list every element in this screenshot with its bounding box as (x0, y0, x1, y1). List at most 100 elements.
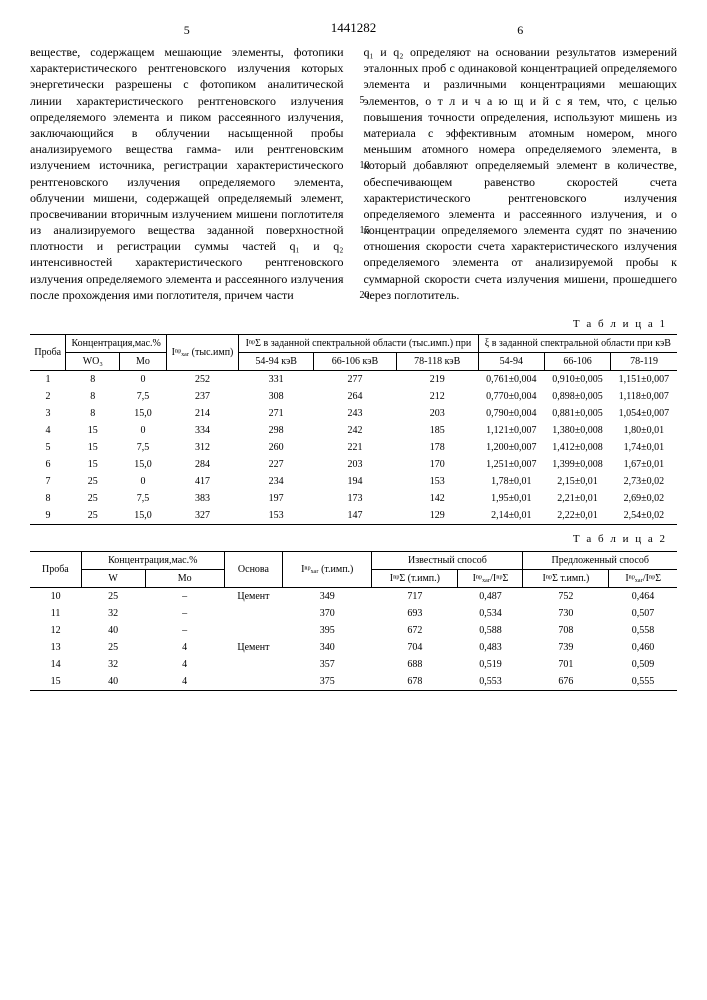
table-cell: 312 (166, 439, 238, 456)
table-cell: 0,534 (458, 605, 523, 622)
table-cell: 15,0 (120, 405, 167, 422)
table-cell: 7,5 (120, 439, 167, 456)
table-cell: 0,898±0,005 (544, 388, 610, 405)
table-cell: 730 (523, 605, 609, 622)
t1-h-isum: IⁿᵖΣ в заданной спектральной области (ты… (239, 335, 479, 353)
table-1: Проба Концентрация,мас.% Iⁿᵖₓₐᵣ (тыс.имп… (30, 334, 677, 525)
table-cell: 357 (283, 656, 372, 673)
table-cell: 688 (372, 656, 458, 673)
table-cell: 0,507 (609, 605, 677, 622)
t2-h-mo: Mo (145, 570, 224, 588)
table-cell: 701 (523, 656, 609, 673)
table-cell: 234 (239, 473, 314, 490)
table-cell: 277 (314, 371, 397, 389)
table-cell: 15 (66, 439, 120, 456)
table-cell: 340 (283, 639, 372, 656)
table-cell: 2,22±0,01 (544, 507, 610, 525)
table-cell: 349 (283, 588, 372, 606)
table-cell: 203 (396, 405, 478, 422)
table-cell: 1,78±0,01 (478, 473, 544, 490)
table-cell: 1,380±0,008 (544, 422, 610, 439)
table-cell: 2,14±0,01 (478, 507, 544, 525)
table-cell: 693 (372, 605, 458, 622)
t1-h-konc: Концентрация,мас.% (66, 335, 166, 353)
table-cell: 2,15±0,01 (544, 473, 610, 490)
table-cell: 13 (30, 639, 81, 656)
table-cell: 1,151±0,007 (611, 371, 677, 389)
table-cell: – (145, 605, 224, 622)
table-cell: 4 (145, 673, 224, 691)
table-row: 5157,53122602211781,200±0,0071,412±0,008… (30, 439, 677, 456)
table-cell: 227 (239, 456, 314, 473)
table-cell: 212 (396, 388, 478, 405)
t1-h-r2: 66-106 кэВ (314, 353, 397, 371)
table-cell: 5 (30, 439, 66, 456)
table-cell: 243 (314, 405, 397, 422)
table-cell: 0,555 (609, 673, 677, 691)
table-row: 154043756780,5536760,555 (30, 673, 677, 691)
table-cell: 752 (523, 588, 609, 606)
table-cell: 40 (81, 622, 145, 639)
table-cell: 25 (81, 588, 145, 606)
table-cell: 252 (166, 371, 238, 389)
table-cell: 0,509 (609, 656, 677, 673)
table-cell: 25 (66, 490, 120, 507)
table-cell: 375 (283, 673, 372, 691)
table-cell: 4 (145, 656, 224, 673)
table-cell: 25 (66, 507, 120, 525)
t1-h-r3: 78-118 кэВ (396, 353, 478, 371)
table-cell: 0,464 (609, 588, 677, 606)
t2-h-pred: Предложенный способ (523, 552, 677, 570)
table-cell: 271 (239, 405, 314, 422)
table-cell (224, 673, 282, 691)
table-row: 92515,03271531471292,14±0,012,22±0,012,5… (30, 507, 677, 525)
t2-h-isum1: IⁿᵖΣ (т.имп.) (372, 570, 458, 588)
table-row: 3815,02142712432030,790±0,0040,881±0,005… (30, 405, 677, 422)
table-cell: 0,761±0,004 (478, 371, 544, 389)
table-cell: 0 (120, 422, 167, 439)
table-cell: 0 (120, 371, 167, 389)
text-columns: 5 веществе, содержащем мешающие элементы… (30, 44, 677, 303)
table-row: 1132–3706930,5347300,507 (30, 605, 677, 622)
table-cell: 2,21±0,01 (544, 490, 610, 507)
table-cell: 3 (30, 405, 66, 422)
table-cell (224, 656, 282, 673)
table-cell: 0,553 (458, 673, 523, 691)
table-cell: 739 (523, 639, 609, 656)
table-row: 1240–3956720,5887080,558 (30, 622, 677, 639)
table-cell: 2 (30, 388, 66, 405)
table-cell: 1,412±0,008 (544, 439, 610, 456)
table-cell: 717 (372, 588, 458, 606)
table-row: 287,52373082642120,770±0,0040,898±0,0051… (30, 388, 677, 405)
table-cell: 32 (81, 605, 145, 622)
t2-h-ratio1: Iⁿᵖₓₐᵣ/IⁿᵖΣ (458, 570, 523, 588)
table-cell: 203 (314, 456, 397, 473)
table-cell: 1,251±0,007 (478, 456, 544, 473)
table-cell: 11 (30, 605, 81, 622)
table-cell: 197 (239, 490, 314, 507)
table-2: Проба Концентрация,мас.% Основа Iⁿᵖₓₐᵣ (… (30, 551, 677, 691)
t1-h-proba: Проба (30, 335, 66, 371)
table-cell: 1,95±0,01 (478, 490, 544, 507)
table-cell: 0,558 (609, 622, 677, 639)
table-cell: – (145, 588, 224, 606)
table-cell: 237 (166, 388, 238, 405)
body-text-left: веществе, содержащем мешающие элементы, … (30, 45, 344, 302)
table-cell: 708 (523, 622, 609, 639)
table-cell: 1,80±0,01 (611, 422, 677, 439)
table-cell: 4 (30, 422, 66, 439)
table-cell: 14 (30, 656, 81, 673)
column-right: 6 5 10 15 20 q₁ и q₂ определяют на основ… (364, 44, 678, 303)
table-cell: 334 (166, 422, 238, 439)
table-cell: 0,770±0,004 (478, 388, 544, 405)
table-cell: 15 (66, 422, 120, 439)
t1-h-ixar: Iⁿᵖₓₐᵣ (тыс.имп) (166, 335, 238, 371)
table-cell: 147 (314, 507, 397, 525)
table-row: 8257,53831971731421,95±0,012,21±0,012,69… (30, 490, 677, 507)
body-text-right: q₁ и q₂ определяют на основании результа… (364, 45, 678, 302)
table-cell: 1,121±0,007 (478, 422, 544, 439)
table-cell: 242 (314, 422, 397, 439)
table2-label: Т а б л и ц а 2 (30, 533, 667, 545)
table-cell: 672 (372, 622, 458, 639)
page-num-left: 5 (184, 22, 190, 38)
